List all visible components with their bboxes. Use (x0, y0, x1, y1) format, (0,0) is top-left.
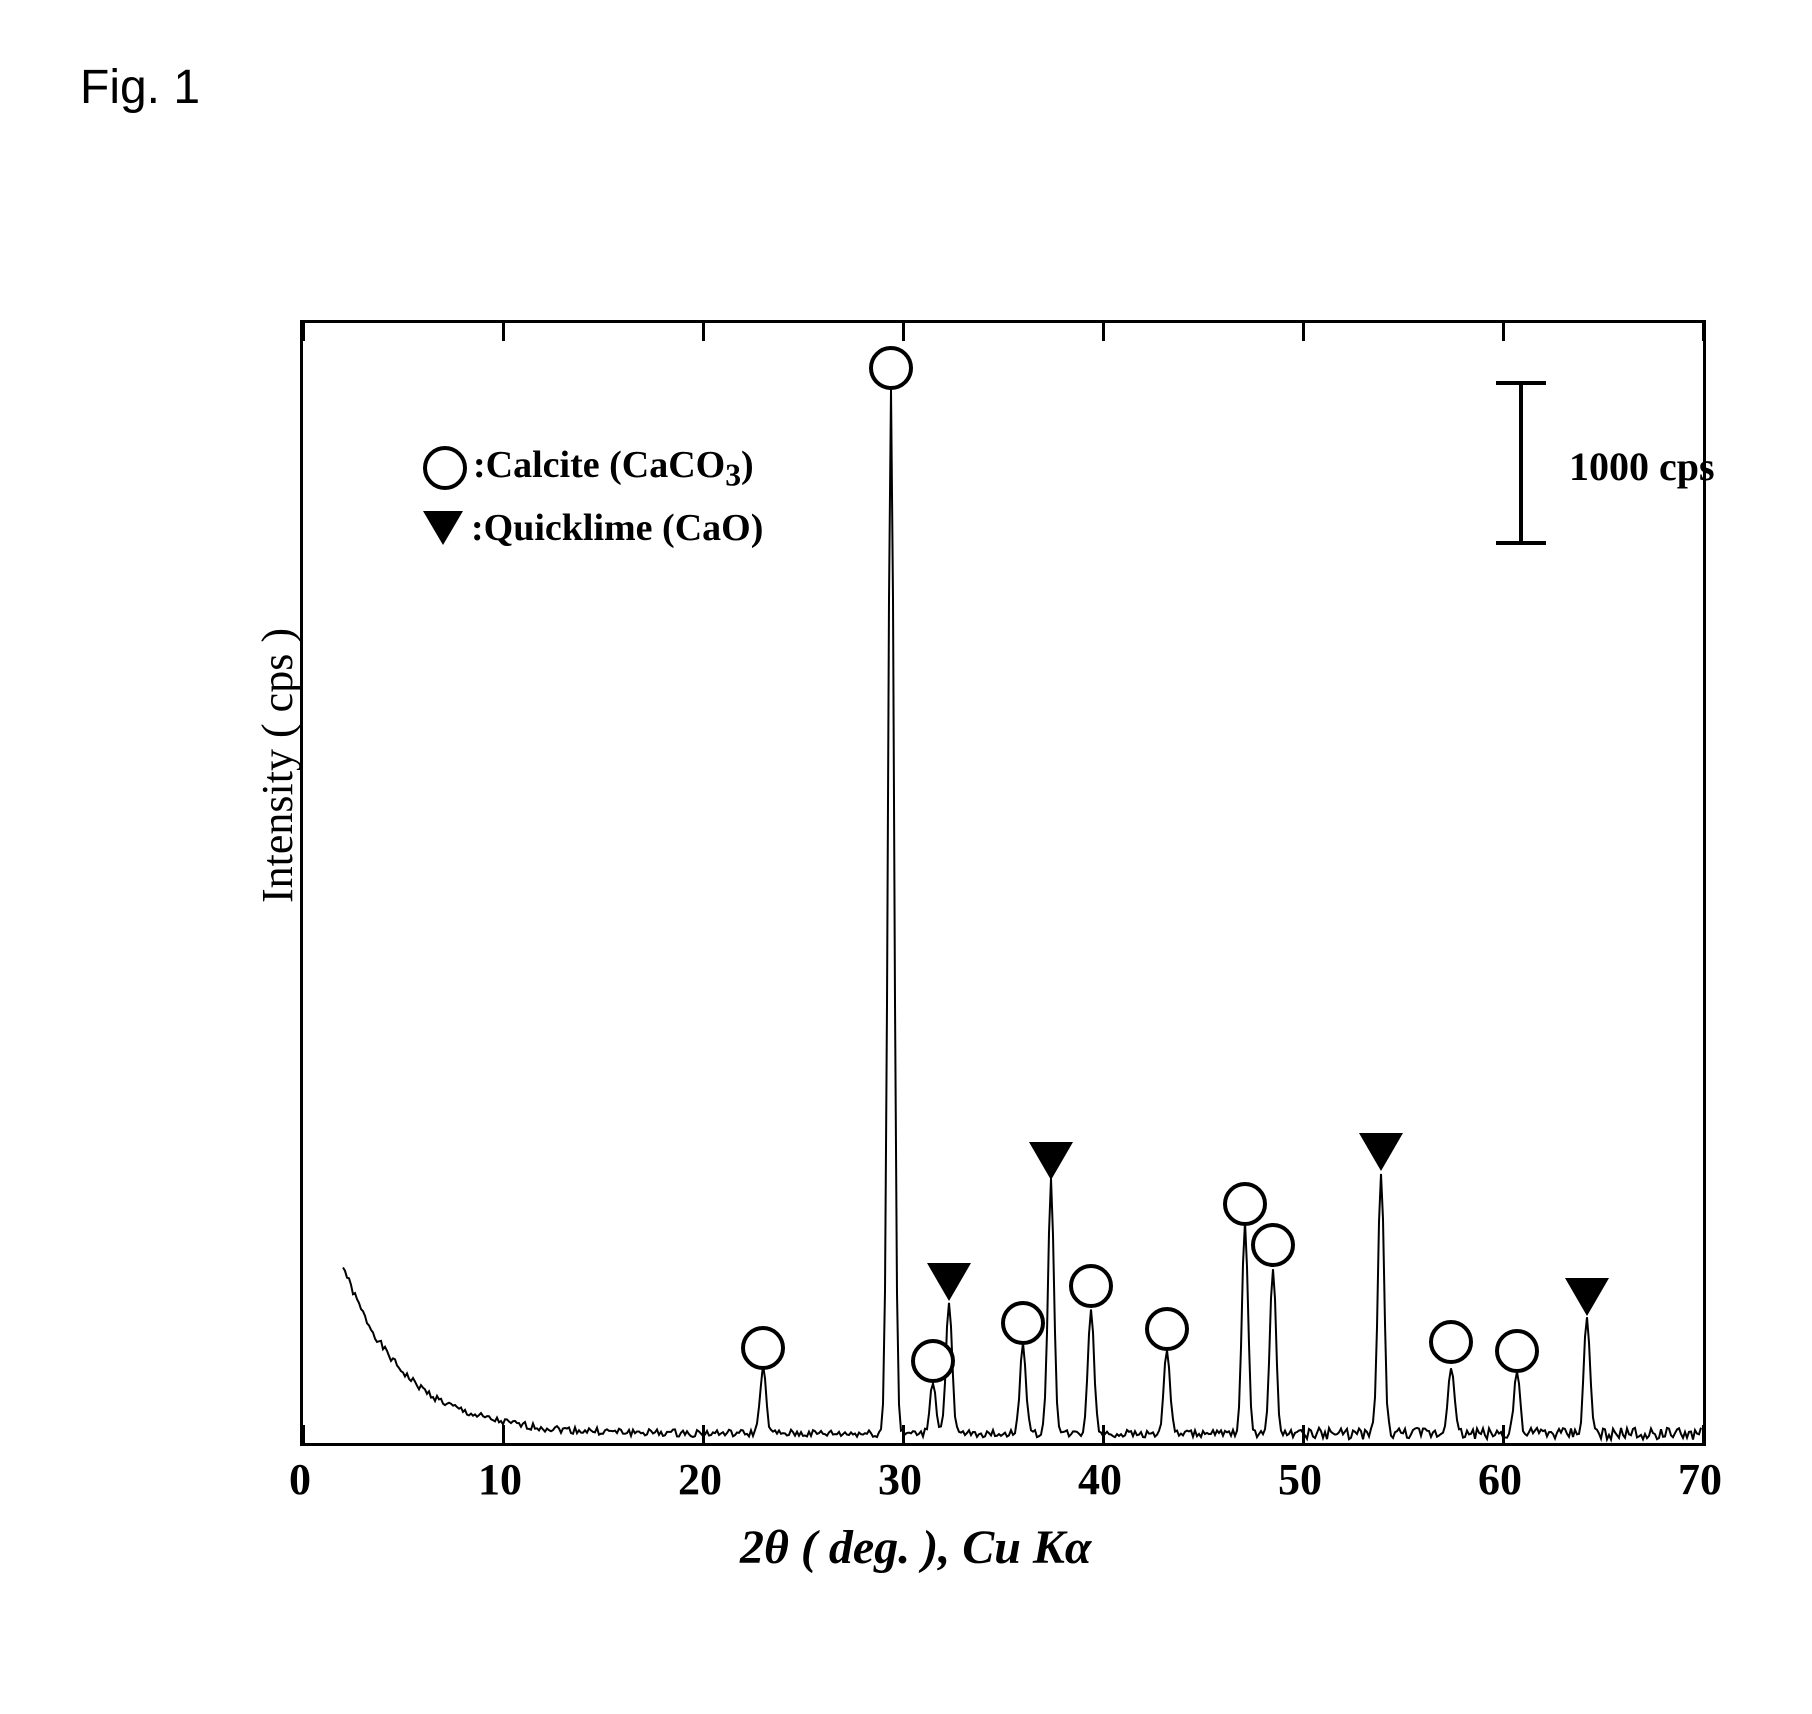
quicklime-marker-icon (1565, 1278, 1609, 1316)
x-tick (1702, 1425, 1705, 1443)
figure-label: Fig. 1 (80, 60, 200, 115)
circle-icon (423, 446, 467, 490)
calcite-marker-icon (869, 346, 913, 390)
x-tick-top (302, 323, 305, 341)
x-tick-top (1702, 323, 1705, 341)
quicklime-marker-icon (1029, 1142, 1073, 1180)
calcite-marker-icon (1495, 1329, 1539, 1373)
triangle-icon (423, 511, 463, 545)
x-tick-label: 0 (270, 1454, 330, 1505)
scale-bar: 1000 cps (1519, 383, 1523, 543)
calcite-marker-icon (1069, 1264, 1113, 1308)
x-tick (502, 1425, 505, 1443)
legend-label: :Quicklime (CaO) (471, 506, 763, 550)
quicklime-marker-icon (927, 1263, 971, 1301)
x-tick-top (1102, 323, 1105, 341)
calcite-marker-icon (911, 1339, 955, 1383)
calcite-marker-icon (741, 1326, 785, 1370)
x-tick-top (1302, 323, 1305, 341)
x-tick-label: 50 (1270, 1454, 1330, 1505)
x-tick-top (702, 323, 705, 341)
x-tick (1102, 1425, 1105, 1443)
x-tick-top (502, 323, 505, 341)
x-tick-top (902, 323, 905, 341)
legend: :Calcite (CaCO3) :Quicklime (CaO) (423, 443, 763, 562)
quicklime-marker-icon (1359, 1133, 1403, 1171)
calcite-marker-icon (1251, 1223, 1295, 1267)
x-tick (1502, 1425, 1505, 1443)
calcite-marker-icon (1145, 1307, 1189, 1351)
y-axis-label: Intensity ( cps ) (252, 628, 303, 903)
legend-item-calcite: :Calcite (CaCO3) (423, 443, 763, 494)
x-tick (902, 1425, 905, 1443)
scale-bar-label: 1000 cps (1569, 443, 1715, 490)
x-tick (1302, 1425, 1305, 1443)
calcite-marker-icon (1223, 1182, 1267, 1226)
x-tick-label: 60 (1470, 1454, 1530, 1505)
x-tick-label: 20 (670, 1454, 730, 1505)
scale-bar-line (1519, 383, 1523, 543)
x-tick-top (1502, 323, 1505, 341)
x-tick (302, 1425, 305, 1443)
x-tick-label: 40 (1070, 1454, 1130, 1505)
x-tick-label: 70 (1670, 1454, 1730, 1505)
x-tick-label: 10 (470, 1454, 530, 1505)
legend-item-quicklime: :Quicklime (CaO) (423, 506, 763, 550)
legend-label: :Calcite (CaCO3) (473, 443, 754, 494)
calcite-marker-icon (1429, 1320, 1473, 1364)
calcite-marker-icon (1001, 1301, 1045, 1345)
plot-area: :Calcite (CaCO3) :Quicklime (CaO) 1000 c… (300, 320, 1706, 1446)
x-tick-label: 30 (870, 1454, 930, 1505)
x-tick (702, 1425, 705, 1443)
x-axis-label: 2θ ( deg. ), Cu Kα (740, 1520, 1091, 1575)
figure-container: Fig. 1 Intensity ( cps ) :Calcite (CaCO3… (40, 40, 1772, 1674)
scale-bar-cap-bottom (1496, 541, 1546, 545)
scale-bar-cap-top (1496, 381, 1546, 385)
